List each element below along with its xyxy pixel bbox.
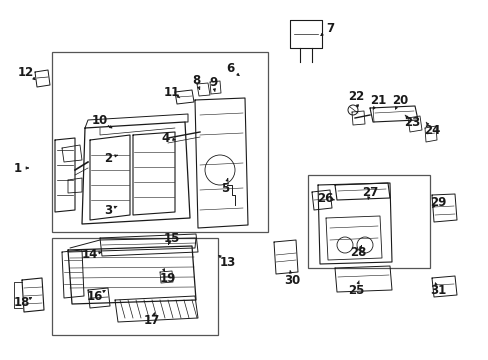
Bar bbox=[52, 52, 267, 232]
Bar bbox=[307, 175, 429, 268]
Text: 15: 15 bbox=[163, 231, 180, 244]
Text: 10: 10 bbox=[92, 113, 108, 126]
Text: 1: 1 bbox=[14, 162, 22, 175]
Text: 25: 25 bbox=[347, 284, 364, 297]
Text: 5: 5 bbox=[221, 181, 229, 194]
Text: 9: 9 bbox=[208, 76, 217, 89]
Text: 2: 2 bbox=[104, 152, 112, 165]
Text: 28: 28 bbox=[349, 246, 366, 258]
Text: 31: 31 bbox=[429, 284, 445, 297]
Text: 16: 16 bbox=[87, 289, 103, 302]
Text: 13: 13 bbox=[220, 256, 236, 269]
Text: 21: 21 bbox=[369, 94, 386, 107]
Bar bbox=[52, 238, 218, 335]
Text: 14: 14 bbox=[81, 248, 98, 261]
Text: 17: 17 bbox=[143, 314, 160, 327]
Text: 24: 24 bbox=[423, 123, 439, 136]
Text: 18: 18 bbox=[14, 296, 30, 309]
Text: 12: 12 bbox=[18, 66, 34, 78]
Text: 6: 6 bbox=[225, 62, 234, 75]
Text: 4: 4 bbox=[162, 131, 170, 144]
Text: 20: 20 bbox=[391, 94, 407, 107]
Text: 19: 19 bbox=[160, 271, 176, 284]
Text: 26: 26 bbox=[316, 192, 332, 204]
Text: 30: 30 bbox=[284, 274, 300, 287]
Text: 11: 11 bbox=[163, 85, 180, 99]
Text: 27: 27 bbox=[361, 185, 377, 198]
Text: 8: 8 bbox=[191, 73, 200, 86]
Text: 23: 23 bbox=[403, 116, 419, 129]
Text: 29: 29 bbox=[429, 195, 445, 208]
Text: 22: 22 bbox=[347, 90, 364, 103]
Text: 3: 3 bbox=[104, 203, 112, 216]
Text: 7: 7 bbox=[325, 22, 333, 35]
